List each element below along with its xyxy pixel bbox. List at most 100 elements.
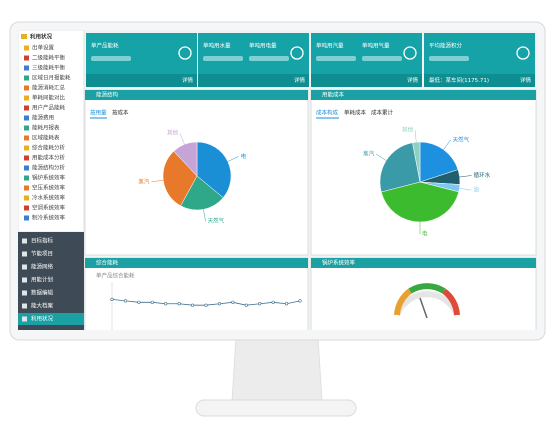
tree-item[interactable]: 冷水系统效率 <box>32 194 66 202</box>
gauge-band <box>442 288 460 316</box>
sidebar-title: 利用状况 <box>30 33 53 41</box>
gauge-band <box>408 283 446 294</box>
point <box>177 302 181 306</box>
tab[interactable]: 单耗成本 <box>344 109 367 117</box>
tab[interactable]: 成本累计 <box>371 109 394 117</box>
card-icon <box>403 46 417 60</box>
card-icon <box>516 46 530 60</box>
pie-slice <box>412 141 421 183</box>
tree-item[interactable]: 制冷系统效率 <box>32 214 66 222</box>
tree-item[interactable]: 能耗月报表 <box>32 124 60 132</box>
leader-line <box>179 133 185 145</box>
point <box>204 303 208 307</box>
panel <box>310 257 537 330</box>
icon <box>24 75 29 81</box>
menu-item[interactable]: 数据编辑 <box>31 289 54 297</box>
leader-line <box>459 188 472 191</box>
card-value-blur <box>91 56 131 61</box>
panel <box>84 257 309 330</box>
panel-header <box>85 90 308 100</box>
tree-item[interactable]: 综合能耗分析 <box>32 144 66 152</box>
menu-item[interactable]: 能源网络 <box>31 263 54 271</box>
point <box>244 303 248 307</box>
tree-item[interactable]: 空调系统效率 <box>32 204 66 212</box>
panel-title: 综合能耗 <box>96 259 119 267</box>
point <box>271 300 275 304</box>
tab[interactable]: 按成本 <box>112 109 129 117</box>
tab[interactable]: 按用量 <box>90 109 107 117</box>
icon <box>24 185 29 191</box>
pie-label: 其他 <box>167 129 179 137</box>
card-footer <box>198 74 309 87</box>
icon <box>24 175 29 181</box>
icon <box>22 290 27 296</box>
dashboard: 利用状况 能源结构 用能成本 综合能耗 锅炉系统效率 按用量 按成本 成本构成 … <box>18 30 537 330</box>
tree-item[interactable]: 三级能耗平衡 <box>32 64 66 72</box>
point <box>217 302 222 306</box>
point <box>258 302 262 306</box>
tree-item[interactable]: 锅炉系统效率 <box>32 174 66 182</box>
tree-item[interactable]: 出单设置 <box>32 44 55 52</box>
card-label: 单产品能耗 <box>91 42 119 50</box>
icon <box>24 195 29 201</box>
point <box>150 300 154 304</box>
panel-title: 锅炉系统效率 <box>322 259 356 267</box>
card-icon <box>290 46 304 60</box>
icon <box>24 215 29 221</box>
tree-item[interactable]: 能源消耗汇总 <box>32 84 66 92</box>
card-link[interactable]: 详情 <box>520 76 532 84</box>
menu-item[interactable]: 能大档案 <box>31 302 54 310</box>
menu-item[interactable]: 目标指标 <box>31 237 54 245</box>
icon <box>22 303 27 309</box>
menu-item[interactable]: 用能计划 <box>31 276 53 284</box>
point <box>137 300 141 304</box>
card-link[interactable]: 详情 <box>407 76 419 84</box>
card-value-blur <box>429 56 469 61</box>
card-value-blur <box>203 56 243 61</box>
tree-item[interactable]: 能源费用 <box>32 114 54 122</box>
pie-label: 蒸汽 <box>138 177 150 185</box>
y-axis-label: 单产品综合能耗 <box>96 272 135 280</box>
card-link[interactable]: 详情 <box>294 76 306 84</box>
icon <box>24 135 29 141</box>
card-label: 单吨用气量 <box>362 42 390 50</box>
icon <box>22 277 27 283</box>
tree-item[interactable]: 用能成本分析 <box>32 154 66 162</box>
gauge-band <box>394 288 412 316</box>
menu-item[interactable]: 利用状况 <box>31 315 54 323</box>
card-label: 单吨用水量 <box>203 42 231 50</box>
tree-item[interactable]: 能源结构分析 <box>32 164 66 172</box>
pie-label: 蒸汽 <box>363 150 375 158</box>
tree-item[interactable]: 区域能耗表 <box>32 134 60 142</box>
tree-item[interactable]: 单耗同能对比 <box>32 94 66 102</box>
icon <box>24 205 29 211</box>
pie-slice <box>196 141 232 199</box>
card-label: 平均能源积分 <box>429 42 463 50</box>
pie-label: 电 <box>422 230 428 238</box>
card-footer <box>424 74 535 87</box>
pie-label: 电 <box>241 152 247 160</box>
icon <box>24 155 29 161</box>
tree-item[interactable]: 区域日月报能耗 <box>32 74 71 82</box>
leader-line <box>414 130 417 143</box>
card-link[interactable]: 详情 <box>182 76 194 84</box>
leader-line <box>443 139 451 150</box>
pie-slice <box>180 175 224 211</box>
tree-item[interactable]: 用户产品能耗 <box>32 104 66 112</box>
gauge-needle <box>419 297 428 319</box>
panel-title: 能源结构 <box>96 91 119 99</box>
menu-item[interactable]: 节能项目 <box>31 250 53 258</box>
tree-item[interactable]: 二级能耗平衡 <box>32 54 66 62</box>
pie-slice <box>380 181 460 223</box>
monitor-neck <box>231 337 323 403</box>
gauge-track <box>394 291 460 317</box>
tab[interactable]: 成本构成 <box>316 109 339 117</box>
pie-slice <box>379 142 421 193</box>
card-icon <box>178 46 192 60</box>
tree-item[interactable]: 空压系统效率 <box>32 184 66 192</box>
card-footer <box>311 74 422 87</box>
card-label: 单吨用电量 <box>249 42 277 50</box>
pie-slice <box>419 141 459 183</box>
leader-line <box>227 156 239 162</box>
